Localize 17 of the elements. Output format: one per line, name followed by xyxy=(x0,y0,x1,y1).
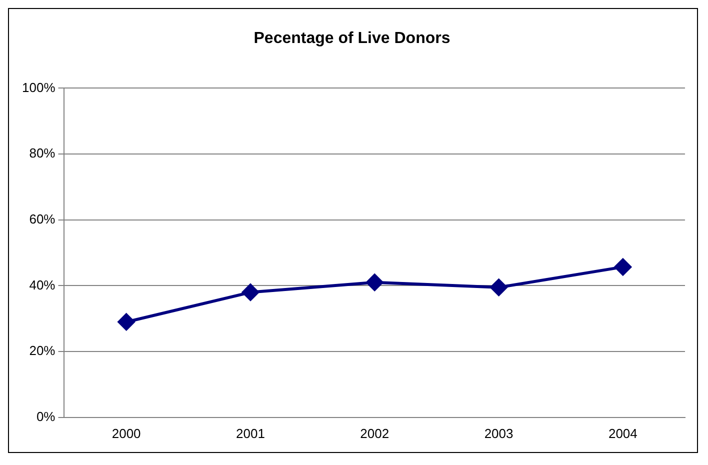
x-tick-label: 2001 xyxy=(236,426,265,441)
chart-title: Pecentage of Live Donors xyxy=(254,30,450,48)
y-tick-label: 80% xyxy=(29,146,56,161)
x-tick-label: 2000 xyxy=(112,426,141,441)
y-tick-label: 20% xyxy=(29,343,56,358)
y-tick-label: 0% xyxy=(36,408,56,424)
x-tick-label: 2004 xyxy=(608,426,638,441)
y-tick-label: 100% xyxy=(22,80,56,95)
point xyxy=(366,274,384,291)
point xyxy=(118,313,135,330)
y-tick-label: 60% xyxy=(29,211,56,226)
point xyxy=(490,278,508,296)
x-tick-label: 2002 xyxy=(360,426,390,441)
y-tick-label: 40% xyxy=(29,277,56,292)
point xyxy=(242,284,259,301)
x-tick-label: 2003 xyxy=(484,426,514,441)
point xyxy=(614,258,632,276)
